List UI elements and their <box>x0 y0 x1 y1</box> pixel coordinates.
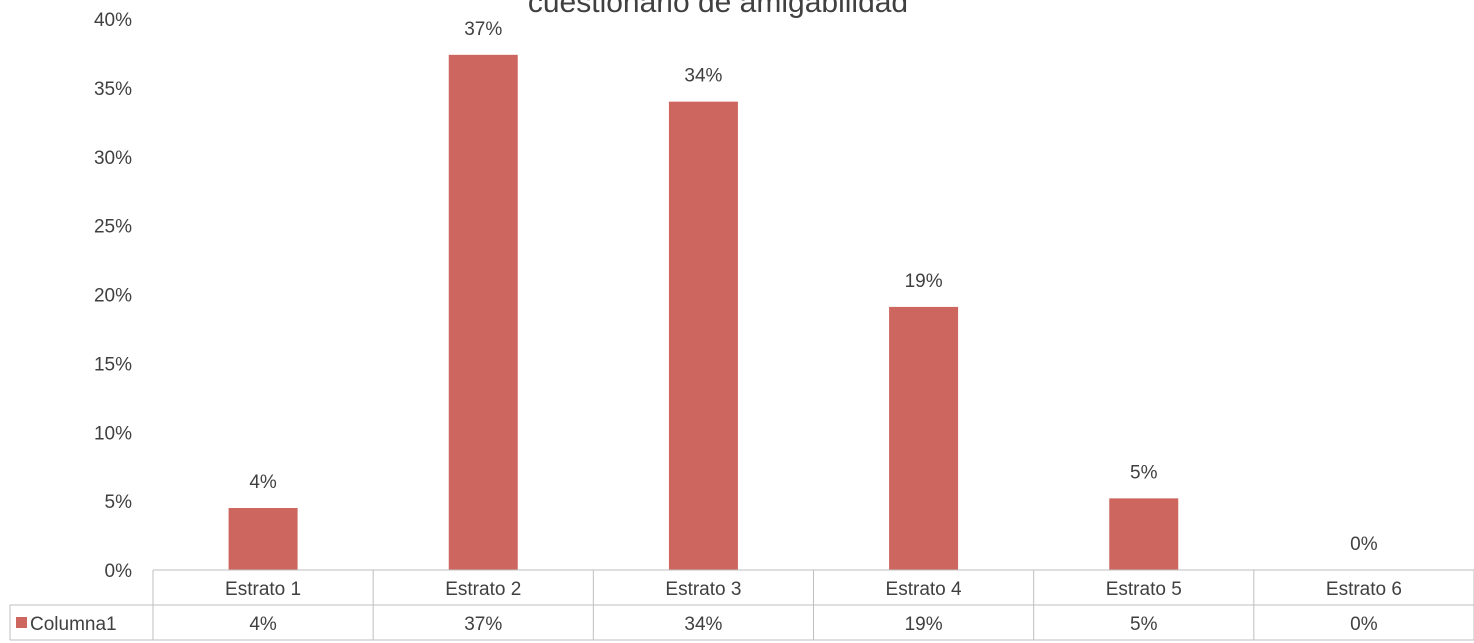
data-label: 19% <box>905 271 943 292</box>
data-labels: 4% 37% 34% 19% 5% 0% <box>249 19 1377 555</box>
y-tick-label: 5% <box>105 492 133 513</box>
x-tick-label: Estrato 4 <box>886 579 962 600</box>
y-tick-label: 30% <box>94 148 132 169</box>
table-cell: 4% <box>249 614 277 635</box>
table-cell: 5% <box>1130 614 1158 635</box>
legend-swatch <box>16 617 27 628</box>
table-cell: 34% <box>684 614 722 635</box>
data-label: 37% <box>464 19 502 40</box>
y-tick-label: 20% <box>94 286 132 307</box>
x-tick-label: Estrato 2 <box>445 579 521 600</box>
bar <box>228 508 298 570</box>
x-tick-label: Estrato 6 <box>1326 579 1402 600</box>
y-tick-label: 40% <box>94 10 132 31</box>
bar <box>448 54 518 570</box>
data-label: 4% <box>249 472 277 493</box>
data-table: Estrato 1 Estrato 2 Estrato 3 Estrato 4 Estr… <box>9 569 1474 641</box>
x-tick-label: Estrato 1 <box>225 579 301 600</box>
y-tick-label: 25% <box>94 217 132 238</box>
y-tick-label: 10% <box>94 423 132 444</box>
chart-title: cuestionario de amigabilidad <box>528 0 908 19</box>
table-cell: 37% <box>464 614 502 635</box>
x-tick-label: Estrato 3 <box>665 579 741 600</box>
data-label: 34% <box>684 66 722 87</box>
data-label: 5% <box>1130 462 1158 483</box>
bars <box>228 54 1179 571</box>
bar <box>1109 498 1179 570</box>
table-cell: 19% <box>905 614 943 635</box>
x-tick-label: Estrato 5 <box>1106 579 1182 600</box>
y-axis: 0% 5% 10% 15% 20% 25% 30% 35% 40% <box>94 10 132 582</box>
y-tick-label: 35% <box>94 79 132 100</box>
bar <box>668 101 738 571</box>
table-cell: 0% <box>1350 614 1378 635</box>
bar <box>889 306 959 570</box>
y-tick-label: 15% <box>94 354 132 375</box>
data-label: 0% <box>1350 534 1378 555</box>
y-tick-label: 0% <box>105 561 133 582</box>
legend-label: Columna1 <box>30 614 117 635</box>
